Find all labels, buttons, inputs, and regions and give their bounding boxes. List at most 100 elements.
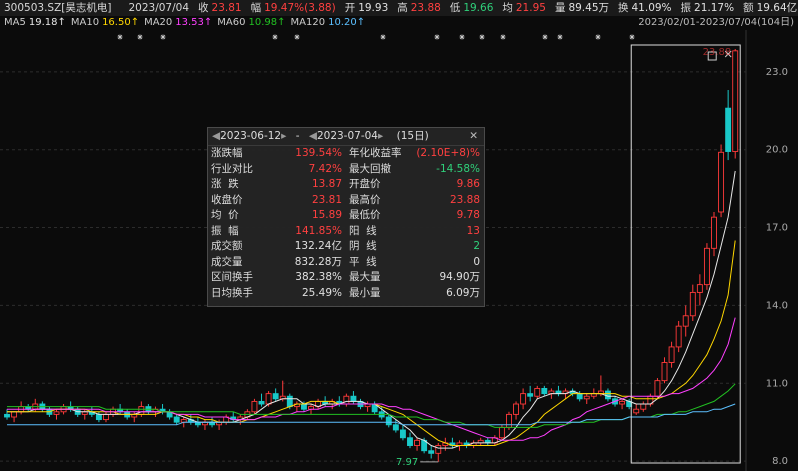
- candle-body: [95, 413, 102, 421]
- stock-code: 300503.SZ[昊志机电]: [4, 2, 112, 14]
- prev-icon[interactable]: ◀: [212, 130, 221, 142]
- candle-body: [399, 429, 406, 439]
- y-tick-label: 14.0: [766, 300, 788, 311]
- y-tick-label: 8.0: [772, 456, 788, 467]
- stat-value: 13.87: [311, 178, 342, 190]
- candle-body: [576, 393, 583, 400]
- event-marker: [380, 34, 386, 40]
- stats-cell: 涨跌幅 139.54%: [208, 146, 346, 162]
- field-value: 19.66: [463, 2, 494, 14]
- panel-header: ◀2023-06-12▸ - ◀2023-07-04▸ (15日) ✕: [208, 128, 484, 146]
- stats-row: 区间换手 382.38% 最大量 94.90万: [208, 270, 484, 286]
- candle-body: [732, 50, 739, 152]
- prev-icon[interactable]: ◀: [308, 130, 317, 142]
- candle-body: [541, 387, 548, 395]
- candle-body: [103, 413, 109, 421]
- legend-name: MA60: [217, 17, 246, 28]
- candle-body: [392, 424, 399, 431]
- stat-value: 832.28万: [294, 255, 342, 268]
- stats-row: 收盘价 23.81 最高价 23.88: [208, 193, 484, 209]
- stats-cell: 最大回撤 -14.58%: [346, 162, 484, 178]
- stat-value: 2: [473, 240, 480, 252]
- start-date[interactable]: 2023-06-12: [220, 130, 282, 142]
- stats-row: 行业对比 7.42% 最大回撤 -14.58%: [208, 162, 484, 178]
- close-button[interactable]: ✕: [469, 130, 478, 142]
- stats-cell: 平 线 0: [346, 255, 484, 271]
- y-tick-label: 23.0: [766, 67, 788, 78]
- quote-field: 低 19.66: [450, 0, 494, 16]
- high-annotation: 23.88: [703, 47, 732, 58]
- candle-body: [711, 216, 717, 249]
- stats-cell: 年化收益率 (2.10E+8)%: [346, 146, 484, 162]
- stat-label: 年化收益率: [349, 147, 402, 159]
- candle-body: [583, 395, 590, 400]
- field-label: 量: [554, 2, 566, 14]
- end-date[interactable]: 2023-07-04: [316, 130, 378, 142]
- stats-row: 涨跌幅 139.54% 年化收益率 (2.10E+8)%: [208, 146, 484, 162]
- stats-cell: 区间换手 382.38%: [208, 270, 346, 286]
- box-icons: [707, 50, 732, 61]
- stat-label: 成交量: [211, 255, 243, 268]
- candle-body: [668, 346, 675, 363]
- legend-value: 16.50↑: [102, 17, 140, 28]
- event-marker: [479, 34, 485, 40]
- quote-field: 振 21.17%: [681, 0, 735, 16]
- field-label: 低: [449, 2, 461, 14]
- stat-label: 阴 线: [349, 240, 377, 252]
- candle-body: [661, 362, 668, 382]
- field-label: 开: [344, 2, 356, 14]
- y-tick-label: 17.0: [766, 223, 788, 234]
- quote-field: 开 19.93: [345, 0, 389, 16]
- legend-name: MA10: [70, 17, 100, 28]
- field-label: 幅: [250, 2, 262, 14]
- legend-name: MA120: [290, 17, 326, 28]
- stat-label: 最大回撤: [349, 162, 391, 175]
- stat-value: 94.90万: [439, 271, 480, 283]
- y-tick-label: 11.0: [766, 378, 788, 389]
- candle-body: [619, 400, 626, 405]
- field-value: 19.64亿: [756, 2, 798, 14]
- field-label: 换: [618, 2, 629, 14]
- field-label: 收: [198, 2, 209, 14]
- next-icon[interactable]: ▸: [377, 130, 384, 142]
- stats-cell: 阴 线 2: [346, 239, 484, 255]
- candle-body: [286, 395, 293, 408]
- y-tick-label: 20.0: [766, 145, 788, 156]
- event-marker: [272, 34, 278, 40]
- stat-label: 最大量: [349, 271, 381, 283]
- quote-field: 均 21.95: [502, 0, 546, 16]
- stats-rows: 涨跌幅 139.54% 年化收益率 (2.10E+8)% 行业对比 7.42% 最大回撤 -1…: [208, 146, 484, 301]
- field-value: 41.09%: [631, 2, 672, 14]
- quote-field: 换 41.09%: [618, 0, 672, 16]
- low-annotation: 7.97: [396, 457, 418, 468]
- stat-value: 141.85%: [295, 224, 342, 237]
- quote-field: 量 89.45万: [555, 0, 609, 16]
- stats-cell: 开盘价 9.86: [346, 177, 484, 193]
- candle-body: [696, 284, 703, 293]
- candle-body: [513, 403, 519, 415]
- date-range: 2023/02/01-2023/07/04(104日): [638, 17, 794, 28]
- stats-cell: 成交量 832.28万: [208, 255, 346, 271]
- stat-value: 9.86: [456, 178, 480, 190]
- selection-box: [630, 44, 741, 464]
- next-icon[interactable]: ▸: [281, 130, 287, 142]
- event-marker: [160, 34, 166, 40]
- stat-value: 9.78: [456, 209, 480, 221]
- ma-line: [7, 317, 736, 441]
- event-marker: [459, 34, 465, 40]
- stat-value: 15.89: [311, 209, 342, 221]
- stats-cell: 日均换手 25.49%: [208, 286, 346, 302]
- field-value: 19.47%(3.88): [264, 2, 336, 14]
- legend-entry: MA20 13.53↑: [144, 16, 212, 30]
- stat-value: 132.24亿: [294, 240, 342, 252]
- candle-body: [654, 380, 661, 397]
- event-marker: [500, 34, 506, 40]
- header: 300503.SZ[昊志机电] 2023/07/04 收 23.81 幅 19.47%…: [0, 0, 798, 16]
- event-marker: [294, 34, 300, 40]
- candle-body: [343, 395, 350, 405]
- legend-name: MA5: [4, 17, 26, 28]
- legend-entry: MA120 10.20↑: [291, 16, 366, 30]
- candle-body: [498, 426, 505, 439]
- candle-body: [173, 416, 180, 423]
